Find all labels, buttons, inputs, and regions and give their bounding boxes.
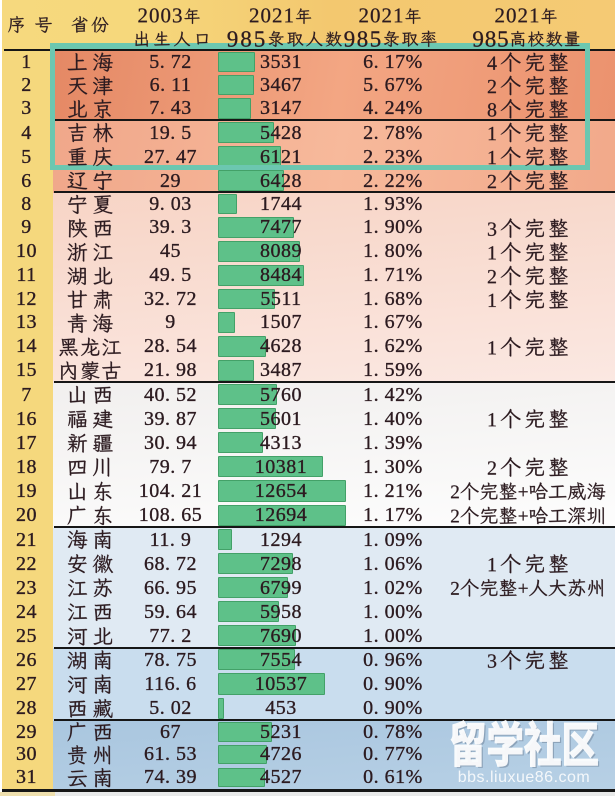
svg-text:bbs.liuxue86.com: bbs.liuxue86.com [458,769,591,786]
